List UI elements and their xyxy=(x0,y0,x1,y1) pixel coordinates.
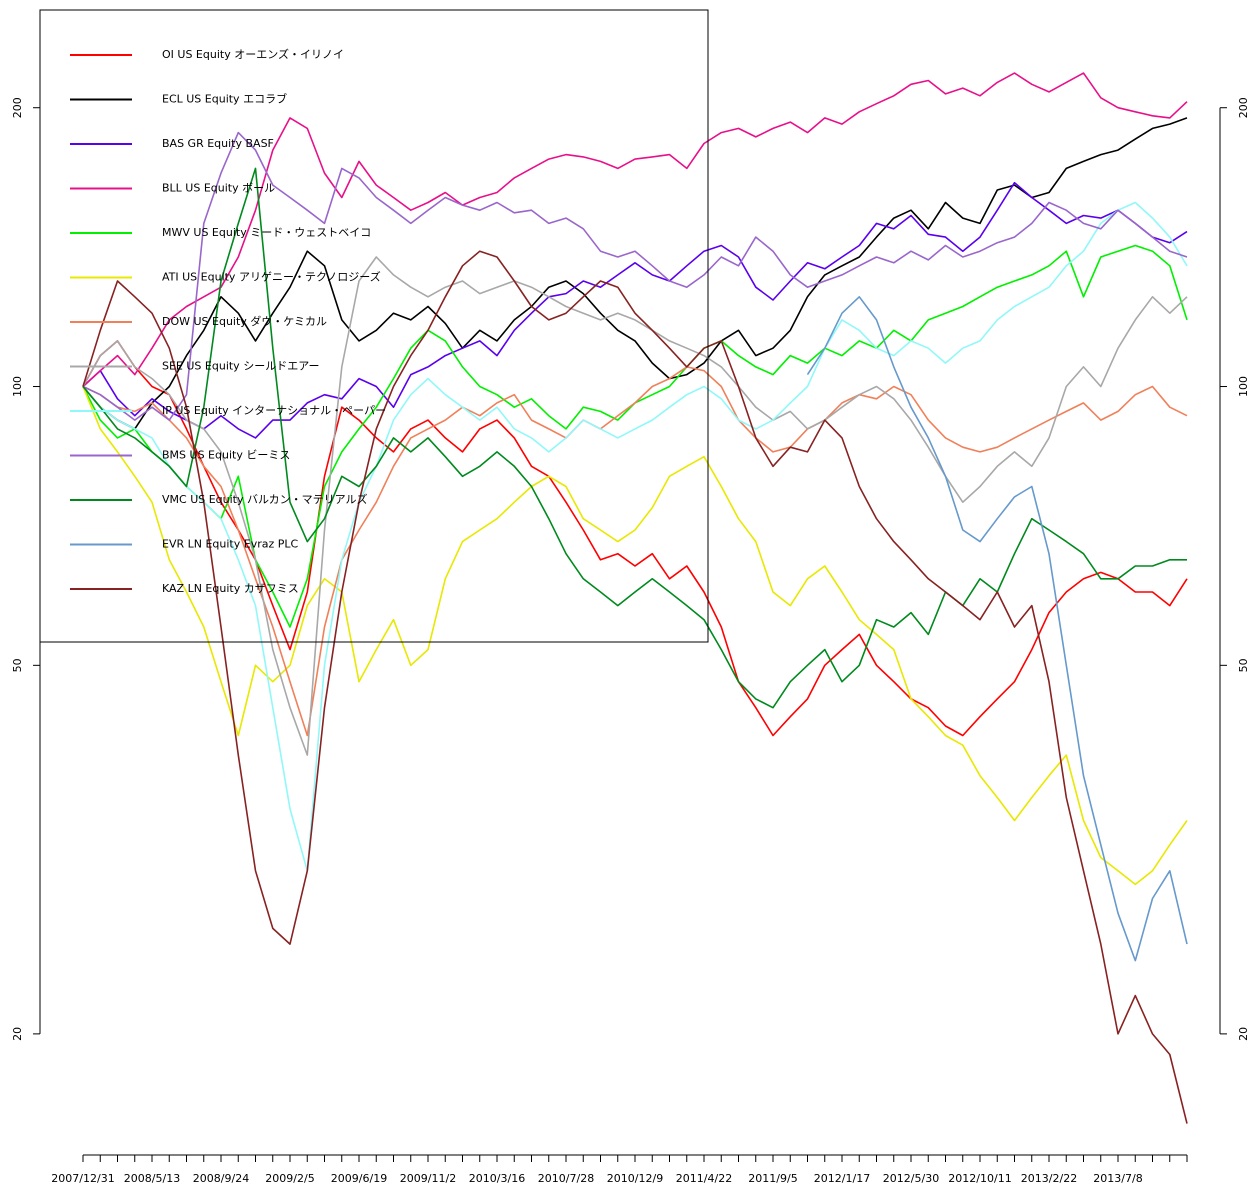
y2-tick-label: 100 xyxy=(1237,376,1250,397)
legend-label: ECL US Equity エコラブ xyxy=(162,92,287,106)
y-tick-label: 200 xyxy=(11,97,24,118)
x-tick-label: 2008/9/24 xyxy=(193,1172,249,1185)
legend-label: BLL US Equity ボール xyxy=(162,182,275,195)
legend-label: BAS GR Equity BASF xyxy=(162,137,274,150)
x-tick-label: 2008/5/13 xyxy=(124,1172,180,1185)
legend-label: BMS US Equity ビーミス xyxy=(162,449,290,462)
x-tick-label: 2007/12/31 xyxy=(51,1172,114,1185)
series-line xyxy=(82,167,1187,709)
y2-tick-label: 200 xyxy=(1237,97,1250,118)
series-line xyxy=(82,72,1188,388)
x-tick-label: 2012/10/11 xyxy=(948,1172,1011,1185)
series-line xyxy=(82,366,1188,737)
y2-tick-label: 50 xyxy=(1237,658,1250,672)
y-tick-label: 100 xyxy=(11,376,24,397)
legend-label: IP US Equity インターナショナル・ペーパー xyxy=(162,404,386,417)
legend-label: DOW US Equity ダウ・ケミカル xyxy=(162,314,327,328)
legend-label: MWV US Equity ミード・ウェストベイコ xyxy=(162,226,371,239)
series-line xyxy=(82,117,1188,430)
series-line xyxy=(82,201,1188,872)
x-tick-label: 2009/2/5 xyxy=(265,1172,314,1185)
legend-label: KAZ LN Equity カザフミス xyxy=(162,582,299,595)
x-tick-label: 2010/7/28 xyxy=(538,1172,594,1185)
legend-label: SEE US Equity シールドエアー xyxy=(162,360,320,373)
plot-area: 20 20 50 50 100 100 200 200 2007/12/31 2008/5/13 2… xyxy=(11,72,1250,1185)
series-line xyxy=(82,250,1188,1124)
x-tick-label: 2010/12/9 xyxy=(607,1172,663,1185)
x-tick-label: 2009/11/2 xyxy=(400,1172,456,1185)
series-line xyxy=(806,296,1188,962)
x-tick-label: 2009/6/19 xyxy=(331,1172,387,1185)
x-tick-label: 2013/7/8 xyxy=(1093,1172,1142,1185)
series-line xyxy=(82,131,1188,421)
y-tick-label: 50 xyxy=(11,658,24,672)
series-line xyxy=(82,181,1188,439)
series-line xyxy=(82,256,1188,756)
x-tick-label: 2010/3/16 xyxy=(469,1172,525,1185)
y-tick-label: 20 xyxy=(11,1027,24,1041)
legend-box xyxy=(39,9,709,643)
legend: OI US Equity オーエンズ・イリノイ ECL US Equity エコラ… xyxy=(39,9,709,643)
legend-label: OI US Equity オーエンズ・イリノイ xyxy=(162,47,344,61)
y2-tick-label: 20 xyxy=(1237,1027,1250,1041)
x-tick-label: 2012/1/17 xyxy=(814,1172,870,1185)
series-line xyxy=(82,340,1188,737)
legend-label: ATI US Equity アリゲニー・テクノロジーズ xyxy=(162,270,381,284)
x-tick-label: 2011/9/5 xyxy=(748,1172,797,1185)
x-tick-label: 2012/5/30 xyxy=(883,1172,939,1185)
x-tick-label: 2013/2/22 xyxy=(1021,1172,1077,1185)
x-tick-label: 2011/4/22 xyxy=(676,1172,732,1185)
legend-label: VMC US Equity バルカン・マテリアルズ xyxy=(162,492,368,506)
legend-label: EVR LN Equity Evraz PLC xyxy=(162,538,299,551)
